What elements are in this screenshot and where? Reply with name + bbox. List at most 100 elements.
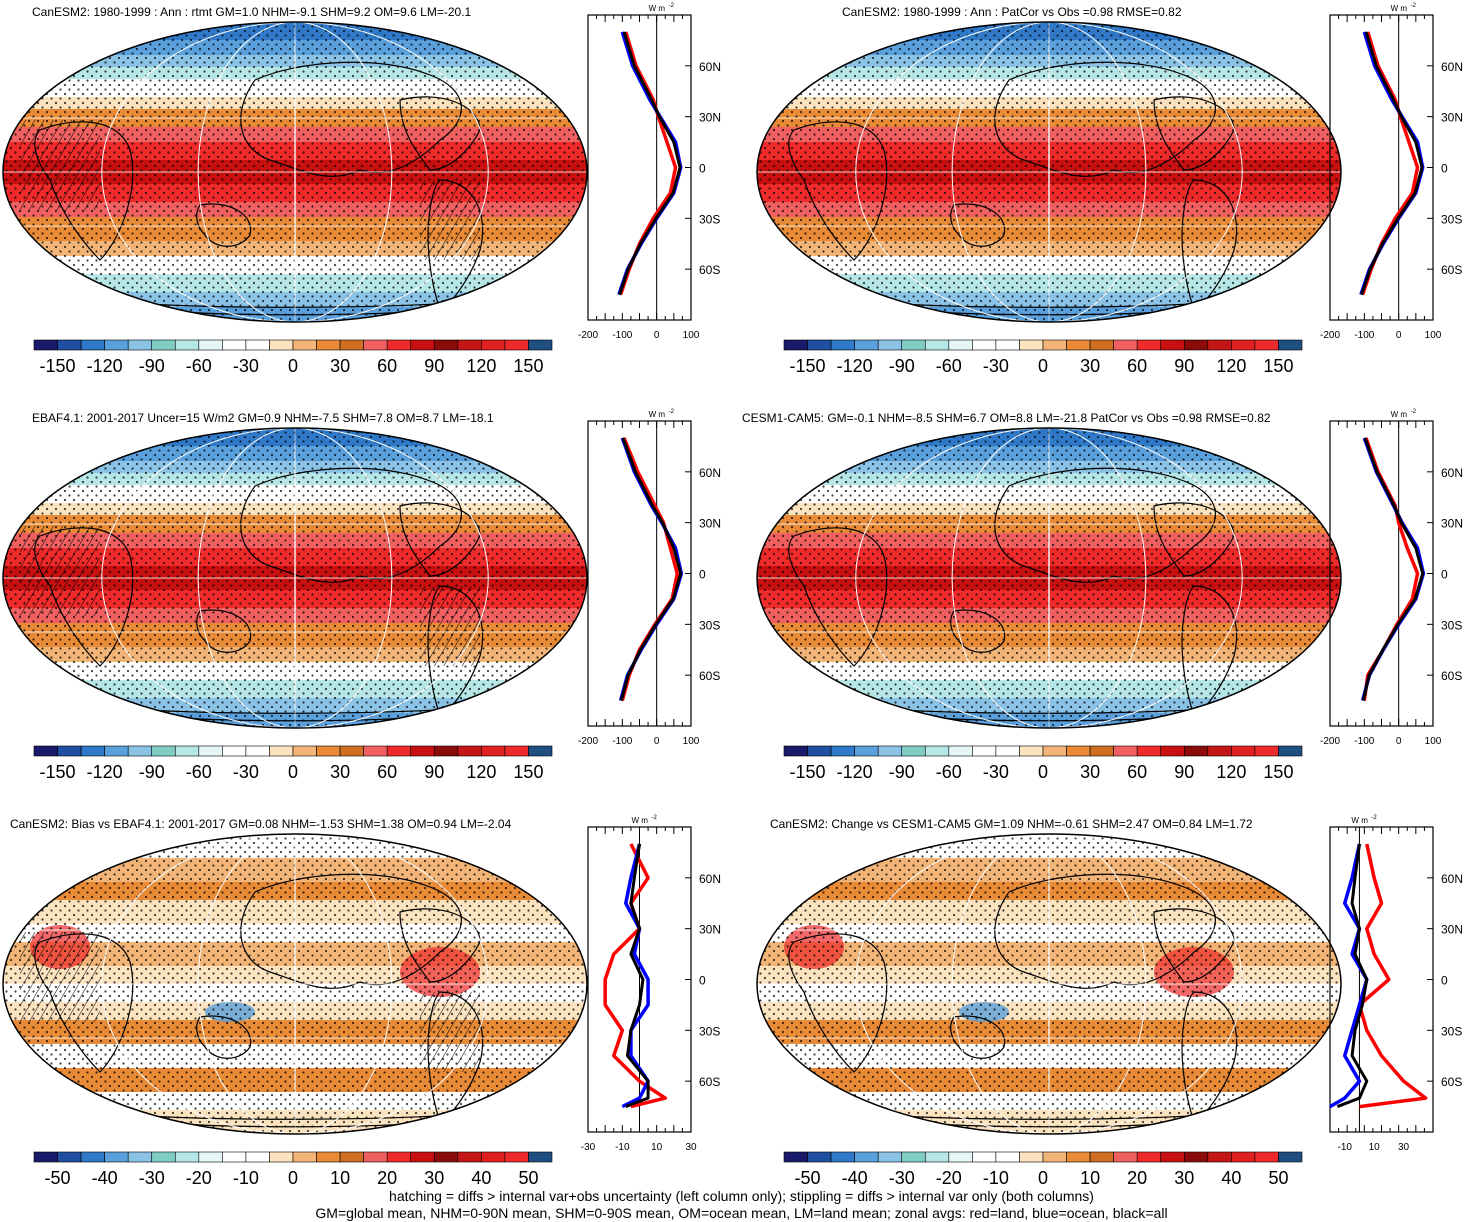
colorbar-swatch [245,1151,270,1163]
colorbar-swatch [457,1151,482,1163]
colorbar-swatch [363,339,388,351]
colorbar-swatch [363,745,388,757]
colorbar-swatch [80,745,105,757]
map-panel [2,833,588,1135]
colorbar-swatch [57,339,82,351]
colorbar-label: 120 [1216,762,1246,782]
x-tick-label: 0 [654,736,660,747]
colorbar-label: -150 [790,762,826,782]
map-outline [2,833,588,1135]
colorbar-label: 150 [1263,356,1293,376]
unit-label: W m [649,410,666,419]
colorbar-swatch [127,339,153,351]
colorbar-swatch [783,339,808,351]
y-tick-label: 60S [1441,669,1462,683]
colorbar-label: -50 [795,1168,821,1188]
x-tick-label: -30 [581,1142,596,1153]
colorbar-label: -60 [186,762,212,782]
colorbar-label: 90 [1174,356,1194,376]
colorbar-swatch [528,1151,553,1163]
y-tick-label: 30N [1441,517,1463,531]
colorbar-label: 0 [1038,762,1048,782]
x-tick-label: -100 [612,330,632,341]
colorbar-swatch [151,1151,176,1163]
graticule [1048,428,1050,728]
y-tick-label: 60S [699,1075,720,1089]
colorbar-swatch [924,745,950,757]
zonal-series-black [619,437,683,701]
x-tick-label: 10 [651,1142,663,1153]
y-tick-label: 0 [699,162,706,176]
colorbar-swatch [1066,1151,1091,1163]
colorbar-label: 150 [1263,762,1293,782]
colorbar-label: 40 [1221,1168,1241,1188]
colorbar-swatch [292,1151,317,1163]
x-tick-label: 100 [683,330,700,341]
footer-line-2: GM=global mean, NHM=0-90N mean, SHM=0-90… [315,1205,1168,1221]
zonal-mean-plot: W m -2 60N 30N 0 30S 60S -200 -100 0 100 [1320,409,1463,747]
colorbar-swatch [854,745,879,757]
graticule [101,428,489,728]
colorbar-swatch [1207,745,1232,757]
y-tick-label: 30N [1441,111,1463,125]
unit-label-exponent: -2 [1371,815,1377,821]
colorbar-swatch [972,339,997,351]
colorbar-swatch [783,1151,808,1163]
panel-title: EBAF4.1: 2001-2017 Uncer=15 W/m2 GM=0.9 … [32,411,494,425]
colorbar-label: 120 [466,356,496,376]
map-outline [2,21,588,323]
colorbar-label: 30 [1080,356,1100,376]
colorbar-label: -90 [139,762,165,782]
colorbar-label: -150 [790,356,826,376]
colorbar-swatch [948,745,973,757]
y-tick-label: 30N [699,111,721,125]
colorbar-swatch [1136,339,1162,351]
zonal-series-black [618,31,682,296]
colorbar-swatch [245,339,270,351]
colorbar-swatch [1066,745,1091,757]
colorbar-swatch [901,1151,926,1163]
colorbar-label: -60 [936,762,962,782]
colorbar-label: -30 [983,356,1009,376]
zonal-mean-plot: W m -2 60N 30N 0 30S 60S -200 -100 0 100 [578,409,721,747]
graticule [294,834,296,1134]
y-tick-label: 60N [1441,60,1463,74]
colorbar-label: 30 [330,356,350,376]
colorbar-swatch [1254,1151,1279,1163]
colorbar-label: -30 [889,1168,915,1188]
x-tick-label: 0 [654,330,660,341]
colorbar-swatch [198,1151,223,1163]
x-tick-label: 0 [1396,736,1402,747]
y-tick-label: 30N [699,923,721,937]
colorbar-swatch [433,339,459,351]
y-tick-label: 30S [699,1024,720,1038]
hatching [420,180,480,260]
colorbar-swatch [995,745,1020,757]
graticule [855,834,1243,1134]
colorbar-swatch [363,1151,388,1163]
map-outline [756,427,1342,729]
colorbar-swatch [854,1151,879,1163]
colorbar-swatch [854,339,879,351]
colorbar-label: -30 [139,1168,165,1188]
graticule [294,22,296,322]
colorbar-swatch [151,339,176,351]
colorbar-label: -30 [233,762,259,782]
graticule [294,428,296,728]
y-tick-label: 60N [699,466,721,480]
panel-title: CanESM2: 1980-1999 : Ann : rtmt GM=1.0 N… [32,5,472,19]
graticule [1048,22,1050,322]
graticule [855,428,1243,728]
colorbar-swatch [174,1151,200,1163]
colorbar-swatch [457,339,482,351]
colorbar-swatch [1254,745,1279,757]
colorbar-swatch [316,1151,341,1163]
colorbar-swatch [198,745,223,757]
hatching [20,120,100,210]
x-tick-label: 30 [1398,1142,1410,1153]
colorbar-label: 20 [377,1168,397,1188]
colorbar-swatch [1183,1151,1209,1163]
colorbar-swatch [1207,1151,1232,1163]
colorbar-swatch [1136,745,1162,757]
panel-1: CanESM2: 1980-1999 : Ann : rtmt GM=1.0 N… [0,0,741,400]
